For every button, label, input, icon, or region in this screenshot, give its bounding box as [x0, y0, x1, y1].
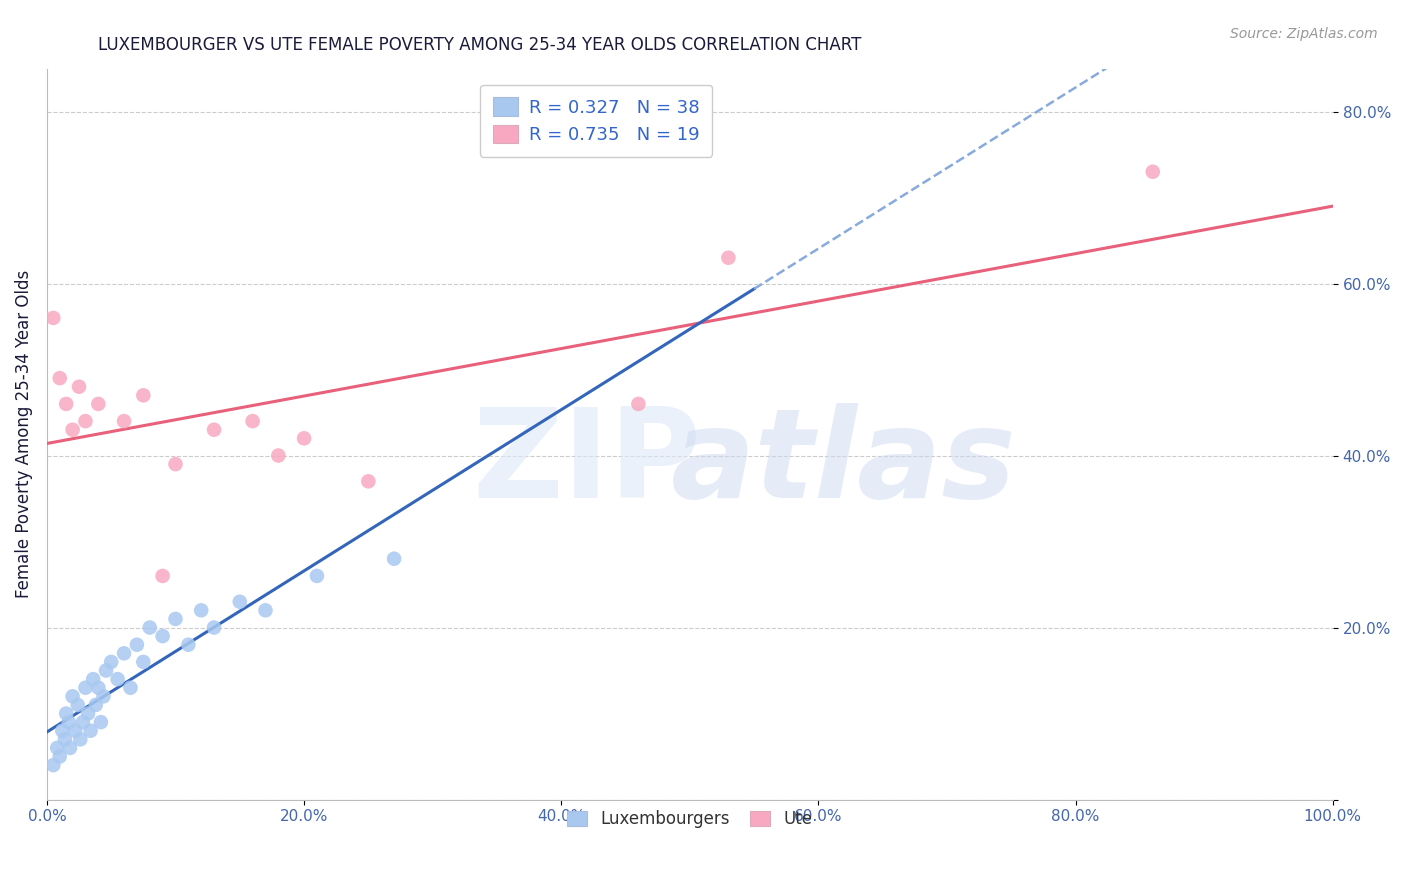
- Point: [55, 397, 77, 411]
- Point: [42, 310, 65, 325]
- Point: [254, 603, 277, 617]
- Point: [87, 397, 110, 411]
- Point: [87, 681, 110, 695]
- Text: Source: ZipAtlas.com: Source: ZipAtlas.com: [1230, 27, 1378, 41]
- Point: [62, 423, 84, 437]
- Point: [305, 569, 328, 583]
- Point: [77, 706, 100, 721]
- Point: [72, 715, 94, 730]
- Point: [58, 715, 80, 730]
- Point: [79, 723, 101, 738]
- Point: [1142, 165, 1164, 179]
- Point: [55, 706, 77, 721]
- Point: [94, 664, 117, 678]
- Point: [67, 380, 90, 394]
- Point: [48, 371, 70, 385]
- Point: [66, 698, 89, 712]
- Point: [100, 655, 122, 669]
- Point: [152, 569, 174, 583]
- Point: [51, 723, 73, 738]
- Point: [69, 732, 91, 747]
- Point: [202, 423, 225, 437]
- Point: [190, 603, 212, 617]
- Point: [59, 740, 82, 755]
- Point: [48, 749, 70, 764]
- Point: [132, 655, 155, 669]
- Point: [125, 638, 148, 652]
- Point: [165, 612, 187, 626]
- Point: [202, 621, 225, 635]
- Point: [42, 758, 65, 772]
- Point: [627, 397, 650, 411]
- Point: [75, 414, 97, 428]
- Point: [177, 638, 200, 652]
- Point: [62, 690, 84, 704]
- Text: atlas: atlas: [671, 403, 1017, 524]
- Point: [132, 388, 155, 402]
- Legend: Luxembourgers, Ute: Luxembourgers, Ute: [561, 804, 820, 835]
- Point: [242, 414, 264, 428]
- Point: [120, 681, 142, 695]
- Point: [292, 431, 315, 445]
- Point: [84, 698, 107, 712]
- Point: [107, 672, 129, 686]
- Point: [90, 715, 112, 730]
- Text: ZIP: ZIP: [472, 403, 702, 524]
- Point: [152, 629, 174, 643]
- Point: [717, 251, 740, 265]
- Point: [82, 672, 104, 686]
- Point: [165, 457, 187, 471]
- Point: [112, 646, 135, 660]
- Y-axis label: Female Poverty Among 25-34 Year Olds: Female Poverty Among 25-34 Year Olds: [15, 270, 32, 599]
- Point: [75, 681, 97, 695]
- Point: [53, 732, 76, 747]
- Point: [93, 690, 115, 704]
- Point: [357, 475, 380, 489]
- Point: [267, 449, 290, 463]
- Point: [112, 414, 135, 428]
- Point: [63, 723, 86, 738]
- Text: LUXEMBOURGER VS UTE FEMALE POVERTY AMONG 25-34 YEAR OLDS CORRELATION CHART: LUXEMBOURGER VS UTE FEMALE POVERTY AMONG…: [98, 36, 862, 54]
- Point: [46, 740, 69, 755]
- Point: [139, 621, 162, 635]
- Point: [229, 595, 252, 609]
- Point: [382, 551, 405, 566]
